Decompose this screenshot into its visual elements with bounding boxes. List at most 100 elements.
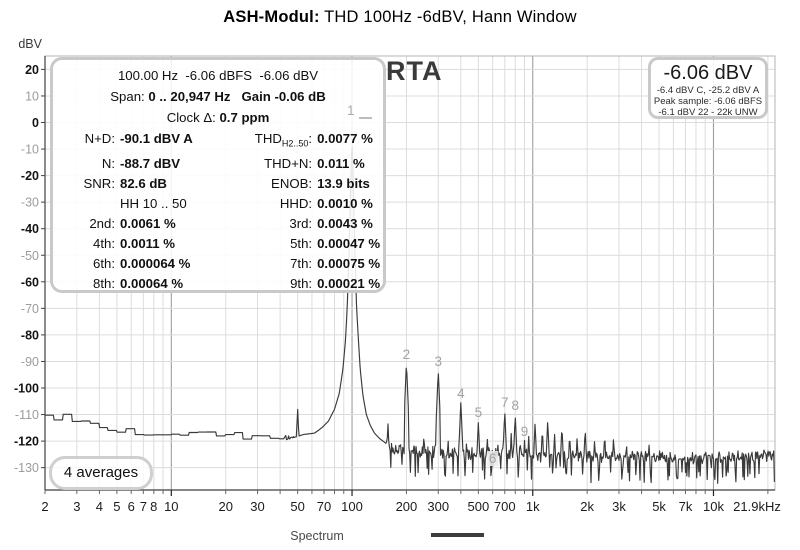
readout-row-7: 8th: 0.00064 % 9th: 0.00021 %	[53, 274, 383, 294]
peak-level-panel: -6.06 dBV -6.4 dBV C, -25.2 dBV A Peak s…	[648, 57, 768, 119]
y-tick-label: -100	[14, 382, 39, 396]
fundamental-peak-marker-dash	[359, 117, 372, 119]
readout-clock-line: Clock Δ: 0.7 ppm	[53, 107, 383, 128]
x-tick-label: 500	[468, 499, 490, 514]
readout-row-1: N: -88.7 dBV THD+N: 0.011 %	[53, 154, 383, 174]
y-tick-label: 0	[32, 116, 39, 130]
harmonic-7-label: 7	[500, 394, 509, 410]
readout-cell: THD+N: 0.011 %	[208, 154, 383, 174]
harmonic-2-label: 2	[402, 346, 411, 362]
harmonic-9-label: 9	[520, 424, 529, 440]
clock-delta-label: Clock Δ:	[166, 110, 220, 125]
metric-label: THD+N:	[264, 155, 313, 171]
x-tick-label: 6	[128, 499, 135, 514]
metric-label: 7th:	[290, 255, 313, 271]
x-tick-label: 70	[317, 499, 331, 514]
metric-value: 13.9 bits	[317, 175, 370, 191]
metric-value: 0.00064 %	[120, 275, 184, 291]
metric-label: N:	[101, 155, 115, 171]
y-tick-label: -70	[21, 302, 39, 316]
metric-label: 9th:	[290, 275, 313, 291]
x-tick-label: 700	[494, 499, 516, 514]
y-tick-label: -130	[14, 461, 39, 475]
x-tick-label: 21.9kHz	[733, 499, 781, 514]
readout-metric-rows: N+D: -90.1 dBV A THDH2..50: 0.0077 % N: -88.7…	[53, 129, 383, 294]
readout-cell: HH 10 .. 50	[53, 194, 208, 214]
y-tick-label: -110	[15, 408, 39, 422]
peak-level-value: -6.06 dBV	[663, 62, 753, 84]
span-value: 0 .. 20,947 Hz Gain -0.06 dB	[148, 89, 326, 104]
metric-value: 0.00075 %	[317, 255, 381, 271]
readout-row-2: SNR: 82.6 dB ENOB: 13.9 bits	[53, 174, 383, 194]
readout-span-gain-line: Span: 0 .. 20,947 Hz Gain -0.06 dB	[53, 86, 383, 107]
readout-row-6: 6th: 0.000064 % 7th: 0.00075 %	[53, 254, 383, 274]
metric-value: 0.0043 %	[317, 215, 373, 231]
harmonic-3-label: 3	[434, 354, 443, 370]
x-tick-label: 200	[396, 499, 418, 514]
metric-value: 0.00021 %	[317, 275, 381, 291]
metric-value: 0.000064 %	[120, 255, 191, 271]
y-tick-label: -40	[21, 222, 39, 236]
metric-label: THDH2..50:	[254, 131, 313, 149]
metric-label: ENOB:	[271, 175, 313, 191]
title-measurement: THD 100Hz -6dBV, Hann Window	[319, 8, 577, 26]
y-tick-label: -60	[21, 275, 39, 289]
readout-cell: 3rd: 0.0043 %	[208, 214, 383, 234]
metric-label: 2nd:	[89, 215, 115, 231]
x-tick-label: 5k	[652, 499, 666, 514]
readout-cell: N+D: -90.1 dBV A	[53, 129, 208, 154]
x-tick-label: 1k	[526, 499, 540, 514]
readout-row-3: HH 10 .. 50 HHD: 0.0010 %	[53, 194, 383, 214]
metric-value: 82.6 dB	[120, 175, 167, 191]
metric-value: 0.0010 %	[317, 195, 373, 211]
averages-button[interactable]: 4 averages	[49, 456, 153, 490]
metric-label: HHD:	[279, 195, 313, 211]
peak-sample-level: Peak sample: -6.06 dBFS	[653, 96, 763, 107]
y-axis-unit-label: dBV	[18, 37, 42, 51]
x-tick-label: 100	[341, 499, 363, 514]
readout-cell: 4th: 0.0011 %	[53, 234, 208, 254]
readout-cell: SNR: 82.6 dB	[53, 174, 208, 194]
x-tick-label: 30	[250, 499, 264, 514]
y-tick-label: 10	[25, 89, 39, 103]
y-tick-label: 20	[25, 63, 39, 77]
readout-row-0: N+D: -90.1 dBV A THDH2..50: 0.0077 %	[53, 129, 383, 154]
readout-cell: ENOB: 13.9 bits	[208, 174, 383, 194]
x-tick-label: 4	[96, 499, 103, 514]
horizontal-scroll-indicator[interactable]	[431, 533, 484, 537]
y-tick-label: -80	[21, 328, 39, 342]
metric-label: 4th:	[93, 235, 115, 251]
readout-cell: 2nd: 0.0061 %	[53, 214, 208, 234]
harmonic-5-label: 5	[474, 405, 483, 421]
metric-value: 0.0061 %	[120, 215, 176, 231]
readout-cell: 8th: 0.00064 %	[53, 274, 208, 294]
metric-label: 8th:	[93, 275, 115, 291]
spectrum-trace	[45, 145, 775, 484]
y-tick-label: -30	[21, 196, 39, 210]
metric-label	[53, 194, 115, 214]
y-tick-label: -120	[14, 435, 39, 449]
x-tick-label: 50	[290, 499, 304, 514]
metric-value: HH 10 .. 50	[120, 195, 187, 211]
metric-label: 6th:	[93, 255, 115, 271]
readout-cell: THDH2..50: 0.0077 %	[208, 129, 383, 154]
x-tick-label: 3k	[612, 499, 626, 514]
metric-label: N+D:	[84, 131, 115, 146]
peak-unweighted-level: -6.1 dBV 22 - 22k UNW	[658, 107, 758, 118]
x-tick-label: 10k	[703, 499, 724, 514]
x-tick-label: 7	[140, 499, 147, 514]
x-tick-label: 8	[150, 499, 157, 514]
x-tick-label: 5	[113, 499, 120, 514]
y-tick-label: -50	[21, 249, 39, 263]
readout-cell: 9th: 0.00021 %	[208, 274, 383, 294]
y-tick-label: -20	[21, 169, 39, 183]
measurement-readout-panel: 100.00 Hz -6.06 dBFS -6.06 dBV Span: 0 .…	[50, 57, 386, 293]
metric-value: -88.7 dBV	[120, 155, 181, 171]
readout-cell: 6th: 0.000064 %	[53, 254, 208, 274]
fundamental-peak-label: 1	[347, 103, 355, 118]
y-tick-label: -10	[21, 143, 39, 157]
harmonic-4-label: 4	[457, 385, 465, 401]
x-tick-label: 300	[427, 499, 449, 514]
x-tick-label: 2k	[580, 499, 594, 514]
